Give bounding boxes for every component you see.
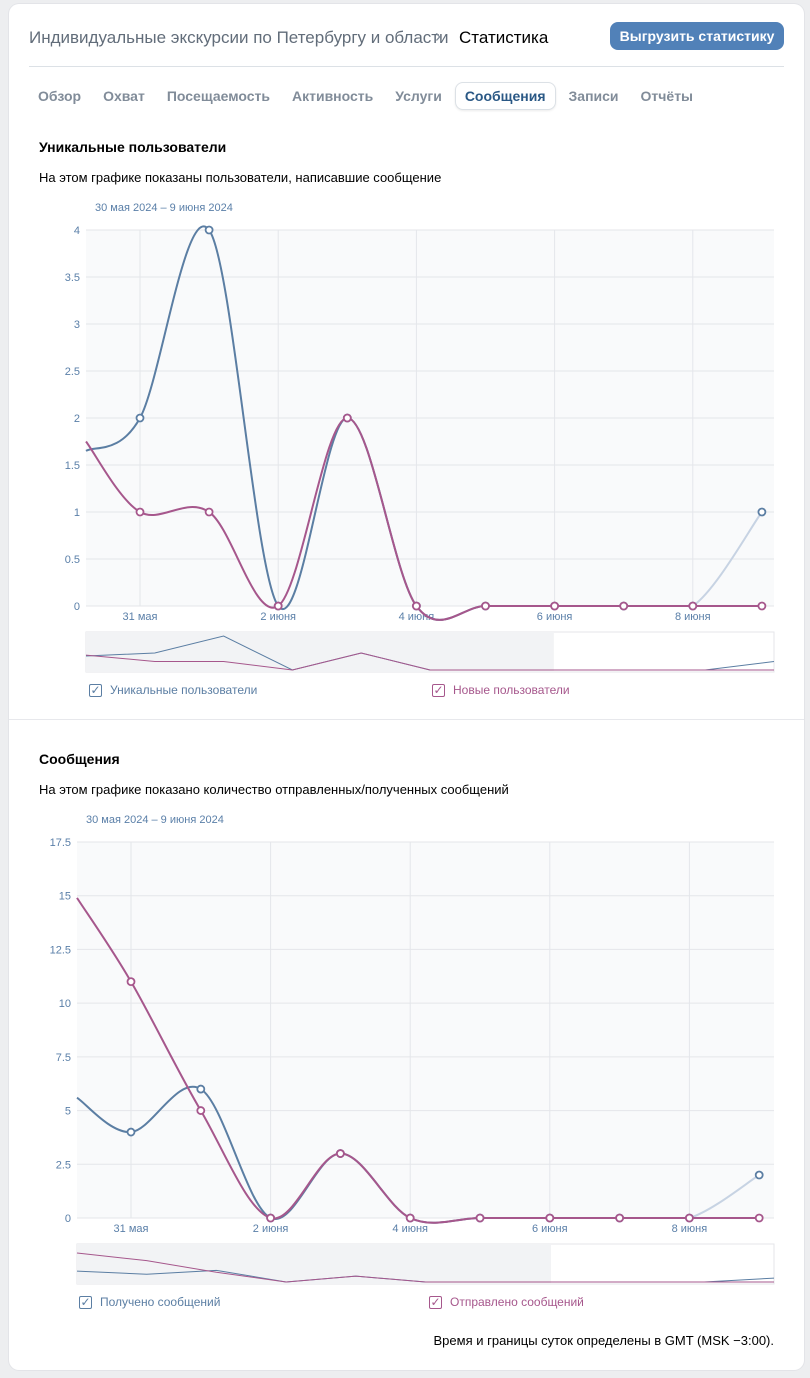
legend-label: Отправлено сообщений (450, 1295, 584, 1309)
x-tick-label: 6 июня (537, 611, 573, 623)
page-header: Индивидуальные экскурсии по Петербургу и… (29, 22, 784, 56)
legend-item-received[interactable]: ✓ Получено сообщений (79, 1295, 220, 1309)
data-point (135, 413, 145, 423)
y-tick-label: 12.5 (50, 944, 71, 956)
data-point (273, 601, 283, 611)
y-tick-label: 4 (74, 225, 80, 237)
tab-overview[interactable]: Обзор (38, 88, 82, 104)
header-divider (29, 66, 784, 67)
data-point (135, 507, 145, 517)
chevron-right-icon: › (435, 26, 441, 46)
data-point (615, 1213, 624, 1223)
data-point (754, 1170, 764, 1180)
x-tick-label: 8 июня (672, 1223, 708, 1235)
y-tick-label: 0.5 (65, 554, 80, 566)
data-point (545, 1213, 555, 1223)
data-point (196, 1084, 206, 1094)
series-line-incomplete (692, 511, 763, 607)
data-point (126, 977, 136, 987)
data-point (266, 1213, 276, 1223)
data-point (335, 1149, 345, 1158)
y-tick-label: 3.5 (65, 272, 80, 284)
x-tick-label: 8 июня (675, 611, 711, 623)
series-line (85, 416, 693, 621)
y-tick-label: 1 (74, 507, 80, 519)
x-tick-label: 4 июня (392, 1223, 428, 1235)
data-point (204, 507, 214, 517)
legend-item-sent[interactable]: ✓ Отправлено сообщений (429, 1295, 584, 1309)
data-point (342, 413, 352, 423)
data-point (550, 601, 559, 611)
data-point (685, 1213, 694, 1223)
legend-item-new-users[interactable]: ✓ Новые пользователи (432, 683, 570, 697)
breadcrumb-community[interactable]: Индивидуальные экскурсии по Петербургу и… (29, 28, 449, 47)
x-tick-label: 6 июня (532, 1223, 568, 1235)
y-tick-label: 2.5 (65, 366, 80, 378)
y-tick-label: 0 (74, 601, 80, 613)
data-point (126, 1127, 136, 1137)
messages-chart: 0 2.5 5 7.5 10 12.5 15 17.5 31 мая 2 июня 4 июня 6 … (50, 837, 775, 1285)
section-title-unique-users: Уникальные пользователи (39, 139, 227, 155)
x-tick-label: 31 мая (123, 611, 158, 623)
tab-messages[interactable]: Сообщения (454, 82, 556, 110)
data-point (204, 225, 214, 235)
data-point (757, 601, 767, 611)
checkbox-checked-icon[interactable]: ✓ (432, 683, 445, 697)
tab-attendance[interactable]: Посещаемость (166, 88, 270, 104)
y-tick-label: 2.5 (56, 1159, 71, 1171)
legend-item-unique-users[interactable]: ✓ Уникальные пользователи (89, 683, 257, 697)
tab-services[interactable]: Услуги (395, 88, 442, 104)
data-point (405, 1213, 415, 1223)
data-point (196, 1106, 206, 1115)
y-tick-label: 5 (65, 1106, 71, 1118)
series-line-incomplete (689, 1174, 760, 1219)
checkbox-checked-icon[interactable]: ✓ (79, 1295, 92, 1309)
data-point (619, 601, 629, 611)
data-point (754, 1213, 764, 1223)
tabs-bar: Обзор Охват Посещаемость Активность Услу… (29, 82, 702, 114)
x-tick-label: 2 июня (253, 1223, 289, 1235)
checkbox-checked-icon[interactable]: ✓ (429, 1295, 442, 1309)
plot-area (77, 842, 774, 1218)
tab-reach[interactable]: Охват (103, 88, 145, 104)
data-point (481, 601, 490, 611)
tab-activity[interactable]: Активность (292, 88, 374, 104)
navigator-selection (77, 1244, 551, 1284)
tab-posts[interactable]: Записи (568, 88, 619, 104)
y-tick-label: 10 (59, 998, 71, 1010)
y-tick-label: 3 (74, 319, 80, 331)
section-title-messages: Сообщения (39, 751, 120, 767)
statistics-card: Индивидуальные экскурсии по Петербургу и… (9, 4, 804, 1370)
data-point (411, 601, 421, 611)
navigator-selection (86, 632, 554, 672)
x-tick-label: 2 июня (260, 611, 296, 623)
section-description-messages: На этом графике показано количество отпр… (39, 782, 509, 797)
navigator-line (85, 652, 774, 671)
section-divider (9, 719, 804, 720)
data-point (688, 601, 698, 611)
data-point (475, 1213, 485, 1223)
y-tick-label: 15 (59, 891, 71, 903)
data-point (757, 507, 767, 517)
navigator-line (76, 1252, 774, 1283)
tab-reports[interactable]: Отчёты (640, 88, 694, 104)
page-title: Статистика (459, 28, 549, 47)
timezone-footnote: Время и границы суток определены в GMT (… (433, 1333, 774, 1348)
checkbox-checked-icon[interactable]: ✓ (89, 683, 102, 697)
y-tick-label: 0 (65, 1213, 71, 1225)
x-tick-label: 31 мая (114, 1223, 149, 1235)
period-label: 30 мая 2024 – 9 июня 2024 (86, 814, 224, 826)
legend-label: Получено сообщений (100, 1295, 221, 1309)
period-label: 30 мая 2024 – 9 июня 2024 (95, 202, 233, 214)
export-statistics-button[interactable]: Выгрузить статистику (610, 22, 784, 50)
legend-label: Новые пользователи (453, 683, 570, 697)
y-tick-label: 17.5 (50, 837, 71, 849)
section-description-unique-users: На этом графике показаны пользователи, н… (39, 170, 442, 185)
y-tick-label: 2 (74, 413, 80, 425)
y-tick-label: 1.5 (65, 460, 80, 472)
legend-label: Уникальные пользователи (110, 683, 258, 697)
y-tick-label: 7.5 (56, 1052, 71, 1064)
